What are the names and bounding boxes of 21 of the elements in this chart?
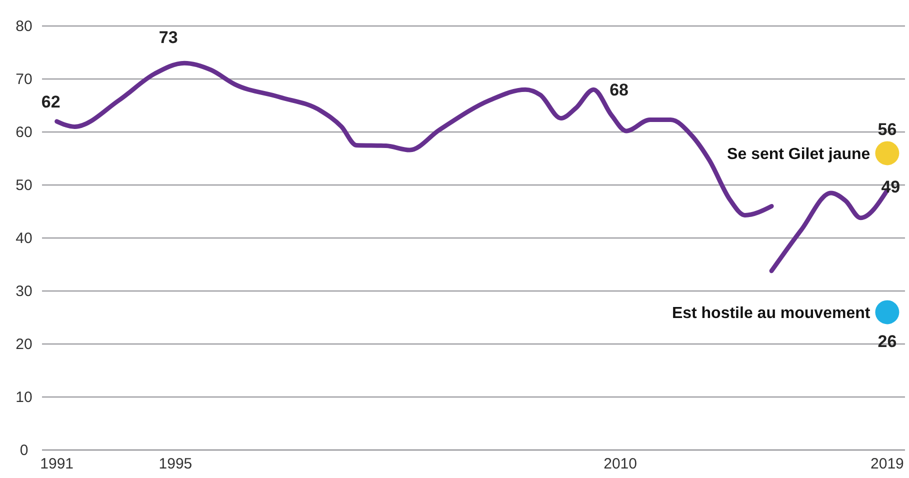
y-tick-label: 40 (16, 230, 32, 247)
y-tick-label: 80 (16, 18, 32, 35)
data-label: 49 (881, 177, 900, 196)
data-label: 73 (158, 28, 178, 48)
series-label: Se sent Gilet jaune (727, 146, 870, 164)
series-label: Est hostile au mouvement (672, 305, 871, 322)
y-tick-label: 20 (16, 336, 32, 353)
y-tick-label: 60 (16, 124, 32, 141)
x-tick-label: 1995 (158, 456, 192, 473)
data-label: 62 (41, 92, 60, 112)
y-tick-label: 0 (20, 442, 28, 459)
data-label: 68 (610, 80, 629, 100)
y-tick-label: 50 (16, 176, 32, 194)
x-tick-label: 2019 (870, 456, 904, 473)
data-label: 56 (878, 120, 897, 140)
x-tick-label: 1991 (40, 456, 74, 473)
data-label: 26 (878, 332, 897, 352)
x-tick-label: 2010 (604, 456, 637, 473)
y-tick-label: 30 (16, 282, 32, 300)
y-tick-label: 10 (16, 388, 32, 406)
y-tick-label: 70 (16, 70, 32, 88)
